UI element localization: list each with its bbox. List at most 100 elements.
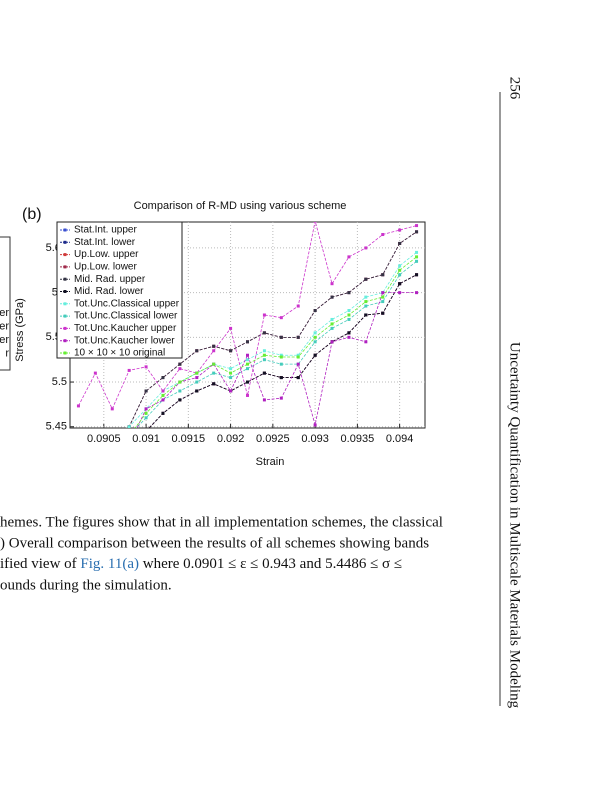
data-point <box>128 434 131 437</box>
data-point <box>77 470 80 473</box>
data-point <box>212 382 216 386</box>
data-point <box>364 277 368 281</box>
data-point <box>77 470 80 473</box>
data-point <box>127 368 131 372</box>
data-point <box>330 295 334 299</box>
legend-label: 10 × 10 × 10 original <box>74 348 165 359</box>
data-point <box>128 443 131 446</box>
data-point <box>246 380 249 384</box>
data-point <box>415 250 419 254</box>
data-point <box>111 452 114 455</box>
data-point <box>364 304 368 308</box>
data-point <box>161 398 165 402</box>
data-point <box>313 309 317 313</box>
body-line: hemes. The figures show that in all impl… <box>0 514 443 530</box>
data-point <box>313 340 317 344</box>
data-point <box>229 367 233 371</box>
data-point <box>398 282 402 286</box>
data-point <box>296 304 300 308</box>
data-point <box>364 300 368 304</box>
data-point <box>77 479 80 482</box>
legend-label: Tot.Unc.Kaucher upper <box>74 323 177 334</box>
data-point <box>296 376 300 380</box>
data-point <box>94 470 97 473</box>
data-point <box>246 353 249 357</box>
data-point <box>128 434 131 437</box>
chart-title: Comparison of R-MD using various scheme <box>134 200 347 212</box>
data-point <box>94 452 97 455</box>
legend-marker <box>63 290 67 293</box>
data-point <box>279 355 283 359</box>
legend-label: Mid. Rad. lower <box>74 286 144 297</box>
page-number: 256 <box>507 77 523 100</box>
plot-series <box>76 222 419 482</box>
data-point <box>94 461 97 464</box>
data-point <box>178 389 182 393</box>
data-point <box>415 259 419 263</box>
data-point <box>94 461 97 464</box>
data-point <box>111 452 114 455</box>
data-point <box>77 470 80 473</box>
data-point <box>330 340 334 344</box>
legend-label: Stat.Int. lower <box>74 237 136 248</box>
data-point <box>313 331 317 335</box>
data-point <box>161 376 165 380</box>
data-point <box>415 273 419 277</box>
data-point <box>161 393 165 397</box>
data-point <box>398 273 402 277</box>
data-point <box>111 452 114 455</box>
x-tick-label: 0.0905 <box>87 433 121 445</box>
data-point <box>415 230 419 234</box>
data-point <box>144 416 148 420</box>
data-point <box>347 291 351 295</box>
legend-marker <box>63 326 67 330</box>
legend-marker <box>63 253 67 257</box>
data-point <box>330 317 334 321</box>
data-point <box>381 233 385 237</box>
legend-marker <box>63 351 67 355</box>
data-point <box>246 340 249 344</box>
data-point <box>364 295 368 299</box>
data-point <box>262 331 266 335</box>
data-point <box>347 313 351 317</box>
legend-marker <box>63 228 67 232</box>
data-point <box>313 222 317 223</box>
data-point <box>229 376 233 380</box>
data-point <box>381 291 385 295</box>
data-point <box>415 224 419 228</box>
figure-link[interactable]: Fig. 11(a) <box>80 556 139 572</box>
data-point <box>144 407 148 411</box>
data-point <box>381 300 385 304</box>
legend-label: Tot.Unc.Classical upper <box>74 298 180 309</box>
data-point <box>246 358 249 362</box>
data-point <box>279 335 283 339</box>
y-axis-label: Stress (GPa) <box>14 298 26 362</box>
data-point <box>262 371 266 375</box>
data-point <box>195 380 199 384</box>
data-point <box>330 326 334 330</box>
body-line: ) Overall comparison between the results… <box>0 535 429 551</box>
data-point <box>364 246 368 250</box>
data-point <box>398 228 402 232</box>
data-point <box>313 353 317 357</box>
x-tick-label: 0.091 <box>132 433 160 445</box>
data-point <box>415 291 419 295</box>
data-point <box>195 349 199 353</box>
data-point <box>296 355 300 359</box>
data-point <box>76 404 80 408</box>
data-point <box>262 313 266 317</box>
body-line: ified view of Fig. 11(a) where 0.0901 ≤ … <box>0 556 402 572</box>
data-point <box>111 452 114 455</box>
x-tick-label: 0.0915 <box>172 433 206 445</box>
data-point <box>279 396 283 400</box>
legend-label: Tot.Unc.Kaucher lower <box>74 335 175 346</box>
legend-marker <box>63 339 67 343</box>
data-point <box>296 362 300 366</box>
legend-label: Up.Low. lower <box>74 262 137 273</box>
fragment-text: er <box>0 307 9 319</box>
data-point <box>313 423 317 427</box>
data-point <box>262 349 266 353</box>
x-tick-label: 0.092 <box>217 433 245 445</box>
data-point <box>398 291 402 295</box>
data-point <box>381 311 385 315</box>
